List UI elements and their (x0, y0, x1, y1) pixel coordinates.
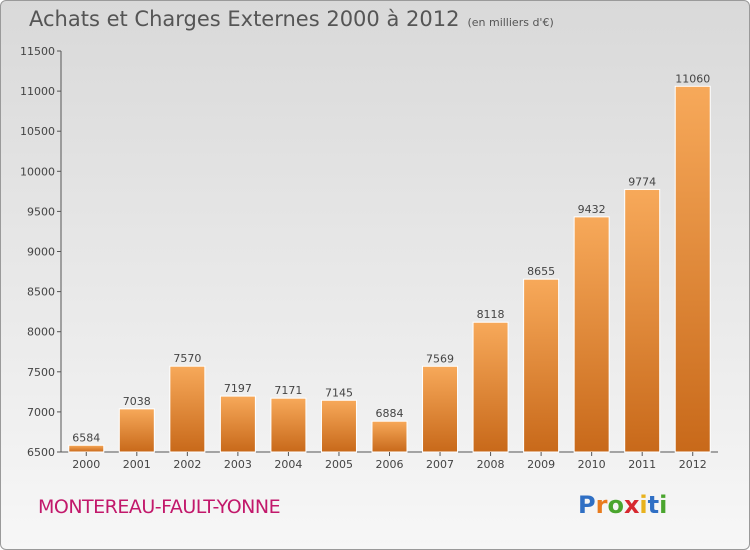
chart-title-text: Achats et Charges Externes 2000 à 2012 (29, 7, 460, 31)
y-tick-label: 8500 (27, 286, 55, 299)
bar-2008 (472, 321, 509, 453)
y-tick-label: 7500 (27, 366, 55, 379)
logo-letter: x (623, 491, 640, 519)
chart-subtitle: (en milliers d'€) (467, 16, 554, 29)
y-tick-label: 10500 (20, 125, 55, 138)
y-axis: 6500 7000 7500 8000 8500 9000 9500 10000 10500 11… (20, 45, 718, 459)
value-label-2010: 9432 (578, 203, 606, 216)
chart-title: Achats et Charges Externes 2000 à 2012 (e… (29, 7, 554, 31)
bar-2006 (371, 420, 408, 453)
value-label-2003: 7197 (224, 382, 252, 395)
bar-2012 (674, 85, 711, 453)
logo-letter: o (607, 491, 624, 519)
value-label-2000: 6584 (72, 431, 100, 444)
value-label-2011: 9774 (628, 175, 656, 188)
value-label-2001: 7038 (123, 395, 151, 408)
value-label-2005: 7145 (325, 386, 353, 399)
city-name: MONTEREAU-FAULT-YONNE (38, 496, 281, 518)
x-tick-label-2012: 2012 (679, 458, 707, 471)
y-tick-label: 11500 (20, 45, 55, 58)
bar-2005 (320, 399, 357, 453)
value-label-2008: 8118 (477, 308, 505, 321)
logo-letter: P (578, 491, 596, 519)
bar-2009 (523, 278, 560, 453)
x-tick-label-2005: 2005 (325, 458, 353, 471)
y-tick-label: 10000 (20, 165, 55, 178)
bar-2001 (118, 408, 155, 453)
value-label-2004: 7171 (274, 384, 302, 397)
x-tick-label-2000: 2000 (72, 458, 100, 471)
logo-letter: i (659, 491, 668, 519)
proxiti-logo: Proxiti (578, 491, 667, 519)
y-tick-label: 6500 (27, 446, 55, 459)
x-tick-label-2010: 2010 (578, 458, 606, 471)
bar-2010 (573, 216, 610, 453)
x-tick-label-2006: 2006 (376, 458, 404, 471)
y-tick-label: 11000 (20, 85, 55, 98)
bar-2002 (169, 365, 206, 453)
x-tick-label-2001: 2001 (123, 458, 151, 471)
value-label-2009: 8655 (527, 265, 555, 278)
x-tick-label-2004: 2004 (274, 458, 302, 471)
x-tick-label-2003: 2003 (224, 458, 252, 471)
bar-2004 (270, 397, 307, 453)
y-tick-label: 9000 (27, 246, 55, 259)
bar-2007 (422, 365, 459, 453)
x-axis: 2000 2001 2002 2003 2004 2005 2006 2007 2008 2009… (72, 452, 707, 471)
x-tick-label-2011: 2011 (628, 458, 656, 471)
bar-2003 (219, 395, 256, 453)
x-tick-label-2002: 2002 (173, 458, 201, 471)
y-tick-label: 9500 (27, 205, 55, 218)
x-tick-label-2008: 2008 (477, 458, 505, 471)
value-labels: 6584 7038 7570 7197 7171 7145 6884 7569 8118 8655… (72, 72, 710, 444)
y-tick-label: 7000 (27, 406, 55, 419)
bar-2011 (624, 188, 661, 453)
value-label-2012: 11060 (675, 72, 710, 85)
logo-letter: r (595, 491, 608, 519)
value-label-2007: 7569 (426, 352, 454, 365)
x-tick-label-2007: 2007 (426, 458, 454, 471)
y-tick-label: 8000 (27, 326, 55, 339)
bars (68, 85, 711, 453)
bar-2000 (68, 444, 105, 453)
logo-letter: t (647, 491, 660, 519)
x-tick-label-2009: 2009 (527, 458, 555, 471)
logo-letter: i (639, 491, 648, 519)
value-label-2006: 6884 (376, 407, 404, 420)
value-label-2002: 7570 (173, 352, 201, 365)
